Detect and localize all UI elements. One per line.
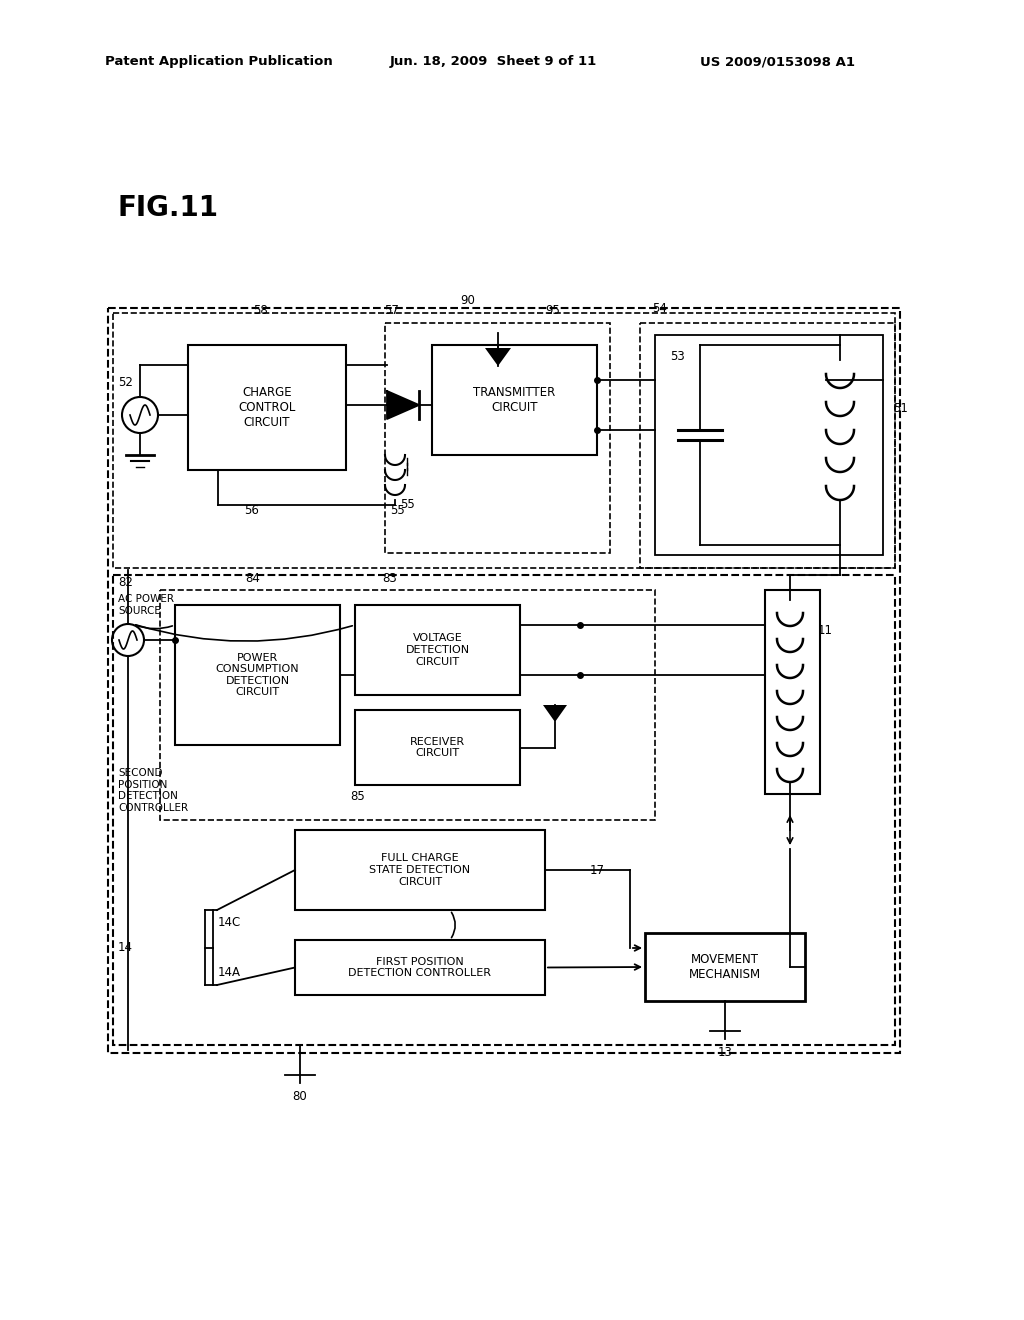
Text: 83: 83: [383, 572, 397, 585]
Text: Jun. 18, 2009  Sheet 9 of 11: Jun. 18, 2009 Sheet 9 of 11: [390, 55, 597, 69]
Text: 52: 52: [118, 376, 133, 389]
Text: VOLTAGE
DETECTION
CIRCUIT: VOLTAGE DETECTION CIRCUIT: [406, 634, 470, 667]
Text: 95: 95: [546, 304, 560, 317]
Bar: [295, 940, 545, 995]
Text: 14: 14: [118, 941, 133, 954]
Bar: [113, 576, 895, 1045]
Text: 80: 80: [293, 1090, 307, 1104]
Text: AC POWER
SOURCE: AC POWER SOURCE: [118, 594, 174, 615]
Bar: [432, 345, 597, 455]
Bar: [385, 323, 610, 553]
Text: RECEIVER
CIRCUIT: RECEIVER CIRCUIT: [410, 737, 465, 758]
Polygon shape: [543, 705, 567, 722]
Text: CHARGE
CONTROL
CIRCUIT: CHARGE CONTROL CIRCUIT: [239, 385, 296, 429]
Text: FIRST POSITION
DETECTION CONTROLLER: FIRST POSITION DETECTION CONTROLLER: [348, 957, 492, 978]
Text: FIG.11: FIG.11: [118, 194, 219, 222]
Text: POWER
CONSUMPTION
DETECTION
CIRCUIT: POWER CONSUMPTION DETECTION CIRCUIT: [216, 652, 299, 697]
Bar: [355, 710, 520, 785]
Text: US 2009/0153098 A1: US 2009/0153098 A1: [700, 55, 855, 69]
Bar: [108, 308, 900, 1053]
Text: 84: 84: [246, 572, 260, 585]
Polygon shape: [387, 391, 419, 418]
Bar: [655, 335, 883, 554]
Text: 55: 55: [390, 503, 404, 516]
Bar: [640, 323, 895, 568]
Text: SECOND
POSITION
DETECTION
CONTROLLER: SECOND POSITION DETECTION CONTROLLER: [118, 768, 188, 813]
Text: 57: 57: [385, 304, 399, 317]
Text: 54: 54: [652, 301, 668, 314]
Text: 55: 55: [400, 499, 415, 511]
Text: 51: 51: [893, 401, 908, 414]
Polygon shape: [485, 348, 511, 366]
Bar: [355, 605, 520, 696]
Bar: [160, 590, 655, 820]
Text: 58: 58: [253, 304, 267, 317]
Bar: [113, 313, 895, 568]
Bar: [175, 605, 340, 744]
Bar: [765, 590, 820, 795]
Text: 85: 85: [350, 791, 365, 804]
Text: 13: 13: [718, 1047, 732, 1060]
Text: 11: 11: [818, 623, 833, 636]
Bar: [188, 345, 346, 470]
Text: TRANSMITTER
CIRCUIT: TRANSMITTER CIRCUIT: [473, 385, 556, 414]
Text: MOVEMENT
MECHANISM: MOVEMENT MECHANISM: [689, 953, 761, 981]
Text: FULL CHARGE
STATE DETECTION
CIRCUIT: FULL CHARGE STATE DETECTION CIRCUIT: [370, 854, 471, 887]
Text: 82: 82: [118, 576, 133, 589]
Text: 17: 17: [590, 863, 605, 876]
Text: 53: 53: [670, 350, 685, 363]
Bar: [645, 933, 805, 1001]
Text: 90: 90: [461, 293, 475, 306]
Text: 14A: 14A: [218, 966, 241, 979]
Text: 14C: 14C: [218, 916, 242, 928]
Bar: [295, 830, 545, 909]
Text: 56: 56: [245, 503, 259, 516]
Text: Patent Application Publication: Patent Application Publication: [105, 55, 333, 69]
